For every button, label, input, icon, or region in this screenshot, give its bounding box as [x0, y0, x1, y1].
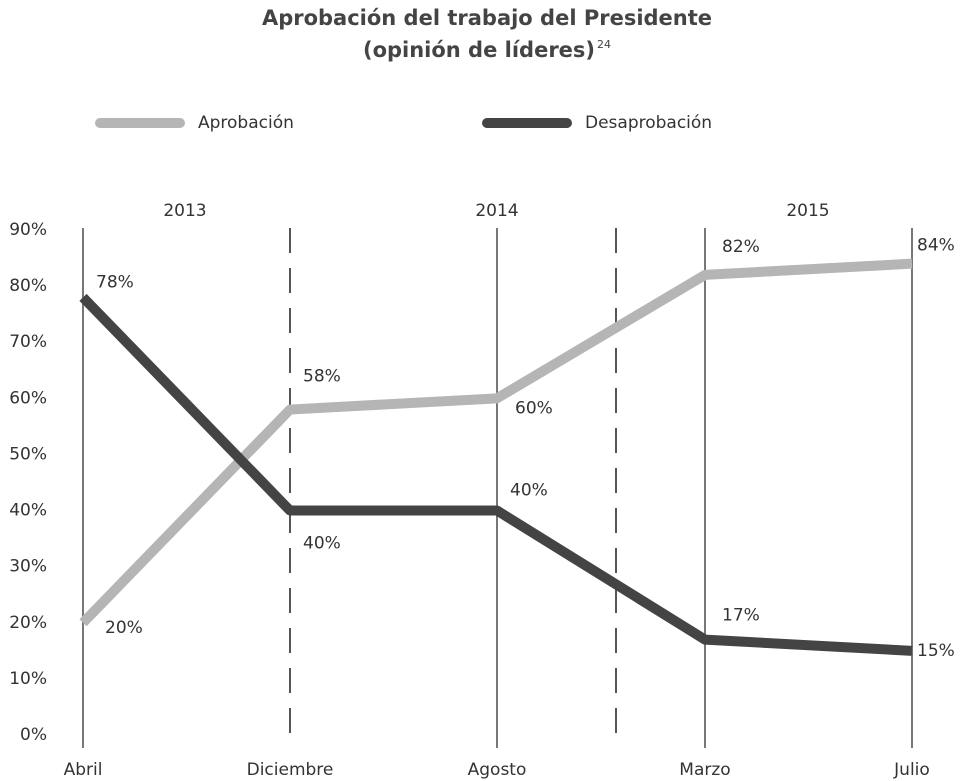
period-label: 2015 — [786, 201, 829, 221]
x-tick-label: Julio — [893, 760, 930, 780]
data-label: 15% — [917, 641, 955, 661]
title-note: 24 — [597, 38, 611, 51]
y-tick-label: 50% — [9, 444, 47, 464]
data-label: 60% — [515, 398, 553, 418]
data-label: 82% — [722, 237, 760, 257]
y-tick-label: 20% — [9, 613, 47, 633]
y-tick-label: 80% — [9, 276, 47, 296]
y-tick-label: 60% — [9, 388, 47, 408]
data-label: 17% — [722, 606, 760, 626]
series-line — [79, 293, 913, 656]
x-tick-label: Diciembre — [247, 760, 334, 780]
data-label: 78% — [96, 272, 134, 292]
period-label: 2014 — [475, 201, 518, 221]
x-tick-label: Abril — [64, 760, 103, 780]
data-label: 40% — [303, 534, 341, 554]
data-label: 58% — [303, 367, 341, 387]
data-label: 20% — [105, 618, 143, 638]
chart-subtitle: (opinión de líderes) 24 — [363, 38, 611, 62]
subtitle-text: (opinión de líderes) — [363, 38, 595, 62]
y-tick-label: 30% — [9, 557, 47, 577]
y-tick-label: 70% — [9, 332, 47, 352]
legend-label: Desaprobación — [585, 113, 712, 133]
x-tick-label: Marzo — [679, 760, 730, 780]
y-tick-label: 10% — [9, 669, 47, 689]
y-tick-label: 0% — [20, 725, 47, 745]
series-line — [79, 258, 913, 627]
y-tick-label: 90% — [9, 220, 47, 240]
period-label: 2013 — [163, 201, 206, 221]
y-tick-label: 40% — [9, 501, 47, 521]
data-label: 84% — [917, 236, 955, 256]
data-label: 40% — [510, 481, 548, 501]
legend-label: Aprobación — [198, 113, 294, 133]
x-tick-label: Agosto — [468, 760, 527, 780]
chart-title: Aprobación del trabajo del Presidente — [262, 6, 712, 30]
